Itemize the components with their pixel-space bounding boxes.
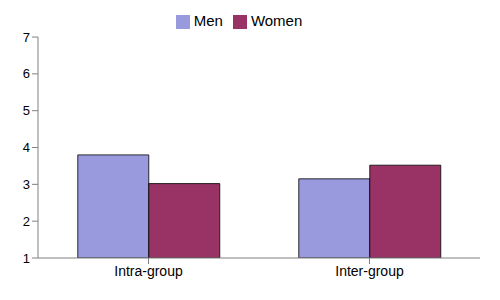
svg-text:5: 5 <box>23 103 30 118</box>
svg-text:Inter-group: Inter-group <box>335 263 404 279</box>
svg-text:1: 1 <box>23 251 30 266</box>
html-text:Women: Women <box>250 12 303 29</box>
svg-text:Intra-group: Intra-group <box>114 263 183 279</box>
html-text:Men: Men <box>193 12 223 29</box>
svg-text:4: 4 <box>23 140 30 155</box>
svg-text:7: 7 <box>23 30 30 45</box>
svg-text:3: 3 <box>23 177 30 192</box>
svg-text:6: 6 <box>23 66 30 81</box>
svg-text:2: 2 <box>23 214 30 229</box>
